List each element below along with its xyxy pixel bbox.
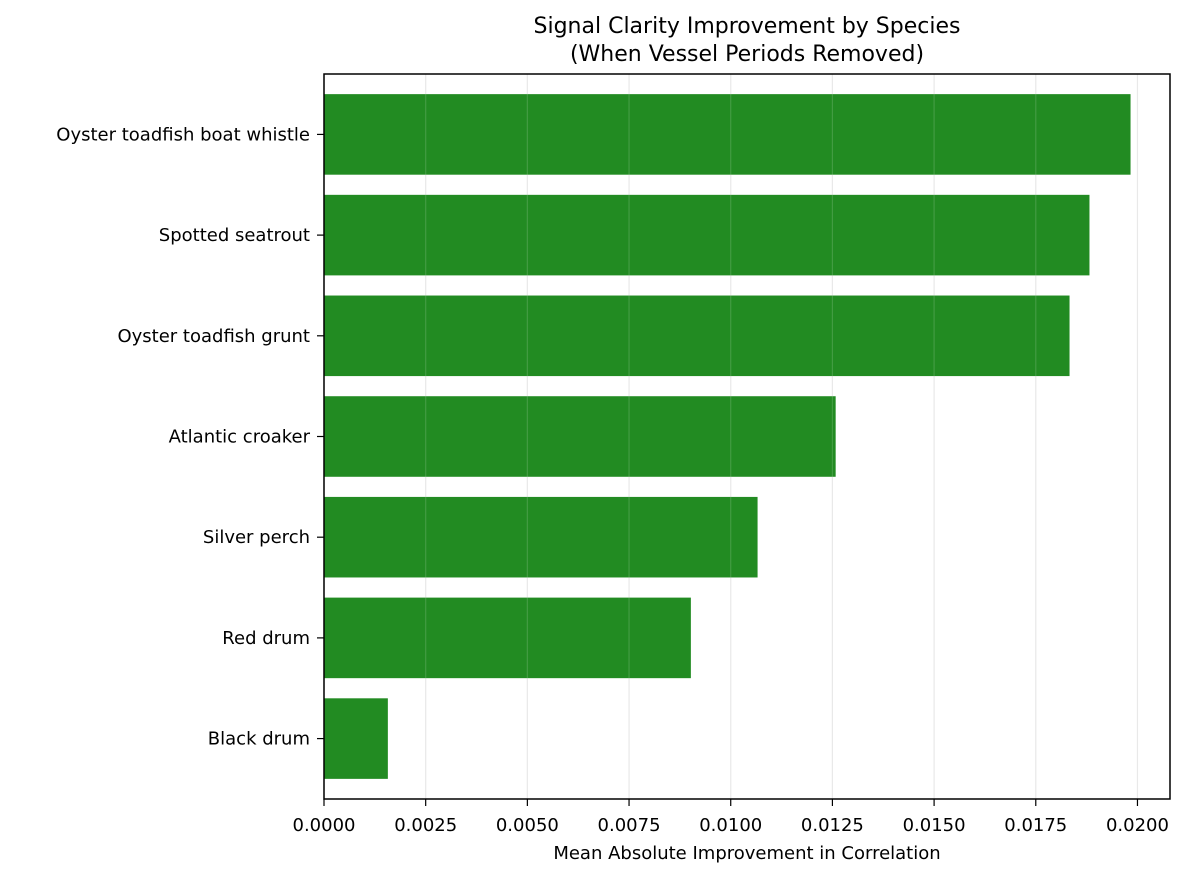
x-tick-label: 0.0000 [293, 815, 356, 836]
y-tick-label: Atlantic croaker [169, 427, 311, 448]
x-tick-label: 0.0150 [903, 815, 966, 836]
bar [324, 597, 691, 679]
x-tick-label: 0.0075 [598, 815, 661, 836]
bar [324, 396, 836, 477]
x-tick-label: 0.0025 [394, 815, 457, 836]
bar [324, 194, 1090, 276]
y-tick-label: Silver perch [203, 527, 310, 548]
x-tick-label: 0.0175 [1004, 815, 1067, 836]
y-axis-ticks: Oyster toadfish boat whistle Spotted seat… [56, 124, 324, 750]
bar [324, 496, 758, 578]
bar [324, 698, 388, 779]
chart-title-line2: (When Vessel Periods Removed) [570, 42, 924, 67]
x-axis-ticks: 0.0000 0.0025 0.0050 0.0075 0.0100 0.0125 0.01… [293, 799, 1169, 836]
y-tick-label: Oyster toadfish grunt [117, 326, 310, 347]
x-tick-label: 0.0200 [1106, 815, 1169, 836]
bar [324, 295, 1070, 377]
x-tick-label: 0.0050 [496, 815, 559, 836]
x-axis-label: Mean Absolute Improvement in Correlation [553, 843, 940, 864]
x-tick-label: 0.0125 [801, 815, 864, 836]
bar [324, 94, 1131, 175]
bars [324, 74, 1139, 799]
y-tick-label: Black drum [208, 729, 310, 750]
y-tick-label: Red drum [222, 628, 310, 649]
y-tick-label: Oyster toadfish boat whistle [56, 124, 310, 145]
chart-title-line1: Signal Clarity Improvement by Species [534, 14, 961, 39]
y-tick-label: Spotted seatrout [159, 225, 310, 246]
x-tick-label: 0.0100 [699, 815, 762, 836]
